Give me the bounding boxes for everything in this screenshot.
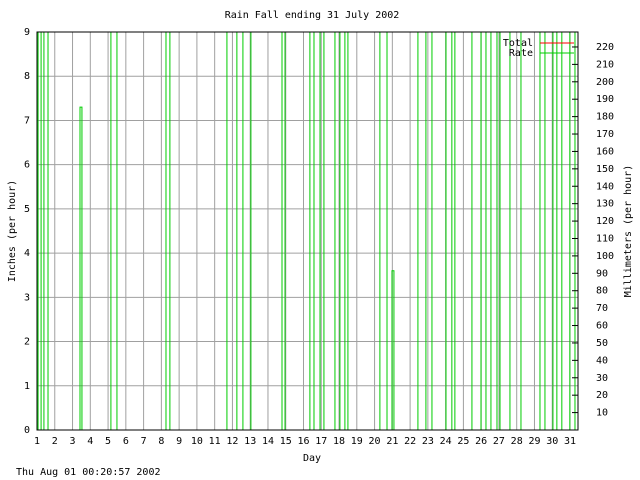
y-tick-label: 9 [24, 27, 30, 38]
x-tick-label: 11 [209, 436, 221, 447]
x-tick-label: 28 [511, 436, 523, 447]
x-tick-label: 15 [280, 436, 292, 447]
x-tick-label: 17 [315, 436, 327, 447]
y2-tick-label: 80 [596, 286, 608, 297]
plot-area [37, 32, 578, 430]
x-tick-label: 6 [123, 436, 129, 447]
x-tick-label: 4 [87, 436, 93, 447]
overlay: 1 2 3 4 5 6 7 8 9 10 11 12 13 14 15 16 17 18 19 20 21 22 23 24 2… [24, 27, 614, 447]
x-tick-label: 21 [386, 436, 398, 447]
x-tick-label: 9 [176, 436, 182, 447]
x-tick-label: 24 [440, 436, 452, 447]
rate-line [37, 32, 578, 430]
y2-tick-label: 50 [596, 338, 608, 349]
x-axis-label: Day [303, 453, 321, 464]
y-tick-label: 6 [24, 160, 30, 171]
y2-tick-label: 190 [596, 94, 614, 105]
y2-tick-label: 10 [596, 408, 608, 419]
y2-tick-label: 180 [596, 112, 614, 123]
x-tick-label: 31 [564, 436, 576, 447]
grid [36, 31, 578, 431]
y2-tick-label: 100 [596, 251, 614, 262]
y2-tick-label: 90 [596, 268, 608, 279]
y2-tick-label: 70 [596, 303, 608, 314]
y-tick-label: 0 [24, 425, 30, 436]
y-axis-label: Inches (per hour) [7, 180, 18, 282]
y2-tick-label: 130 [596, 199, 614, 210]
legend-label: Rate [509, 48, 533, 59]
x-tick-label: 8 [158, 436, 164, 447]
x-tick-label: 30 [546, 436, 558, 447]
y2-axis-label: Millimeters (per hour) [623, 165, 634, 297]
y-tick-label: 7 [24, 115, 30, 126]
x-tick-label: 10 [191, 436, 203, 447]
x-tick-label: 19 [351, 436, 363, 447]
x-tick-label: 22 [404, 436, 416, 447]
y-tick-label: 1 [24, 381, 30, 392]
x-tick-label: 12 [226, 436, 238, 447]
y2-tick-label: 200 [596, 77, 614, 88]
y-tick-label: 3 [24, 292, 30, 303]
x-tick-label: 26 [475, 436, 487, 447]
y2-tick-label: 220 [596, 42, 614, 53]
x-tick-label: 13 [244, 436, 256, 447]
x-tick-label: 3 [70, 436, 76, 447]
y2-tick-label: 110 [596, 233, 614, 244]
x-tick-label: 23 [422, 436, 434, 447]
y2-tick-label: 120 [596, 216, 614, 227]
x-tick-label: 20 [369, 436, 381, 447]
legend-label: Total [503, 38, 533, 49]
x-tick-label: 25 [457, 436, 469, 447]
y2-tick-label: 60 [596, 321, 608, 332]
chart-title: Rain Fall ending 31 July 2002 [225, 10, 400, 21]
x-tick-label: 29 [528, 436, 540, 447]
x-tick-label: 18 [333, 436, 345, 447]
y-tick-label: 2 [24, 337, 30, 348]
y-tick-label: 8 [24, 71, 30, 82]
y-tick-label: 5 [24, 204, 30, 215]
y2-tick-label: 170 [596, 129, 614, 140]
y2-tick-label: 150 [596, 164, 614, 175]
y2-tick-label: 140 [596, 181, 614, 192]
x-tick-label: 27 [493, 436, 505, 447]
x-tick-label: 14 [262, 436, 274, 447]
x-tick-label: 7 [141, 436, 147, 447]
y2-tick-label: 160 [596, 146, 614, 157]
x-tick-label: 5 [105, 436, 111, 447]
plot-border [36, 31, 579, 431]
footer-timestamp: Thu Aug 01 00:20:57 2002 [16, 467, 161, 478]
y-tick-label: 4 [24, 248, 30, 259]
y2-tick-label: 40 [596, 355, 608, 366]
y2-tick-label: 20 [596, 390, 608, 401]
x-tick-label: 1 [34, 436, 40, 447]
y2-tick-label: 30 [596, 373, 608, 384]
x-tick-label: 2 [52, 436, 58, 447]
x-tick-label: 16 [297, 436, 309, 447]
y2-tick-label: 210 [596, 59, 614, 70]
